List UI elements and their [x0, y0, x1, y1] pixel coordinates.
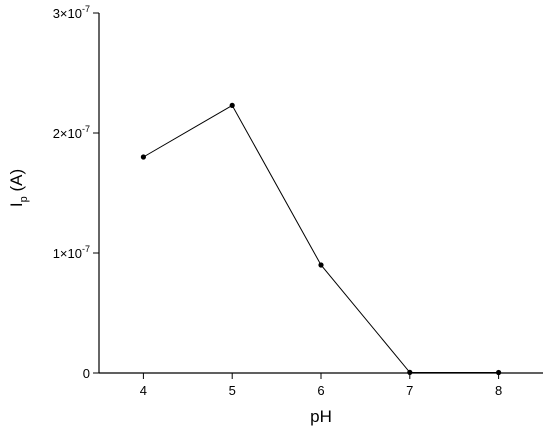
y-axis-title-unit: (A)	[7, 169, 26, 192]
series-0-line	[143, 104, 499, 374]
data-point-0-0	[140, 154, 146, 160]
x-axis-title: pH	[310, 407, 332, 426]
x-tick-label-3: 7	[406, 383, 413, 398]
x-tick-label-0: 4	[140, 383, 147, 398]
y-tick-label-2: 2×10-7	[53, 124, 90, 141]
data-point-0-1	[229, 102, 235, 108]
y-axis-title-subscript: p	[18, 196, 30, 202]
x-tick-label-2: 6	[317, 383, 324, 398]
axes: 4 5 6 7 8 0 1×10-7 2×10-7 3×10-7	[53, 4, 543, 398]
y-axis-title: Ip (A)	[7, 169, 30, 207]
x-tick-label-1: 5	[229, 383, 236, 398]
plot-area	[140, 102, 502, 376]
x-tick-label-4: 8	[495, 383, 502, 398]
data-point-0-3	[407, 369, 413, 375]
data-point-0-4	[496, 369, 502, 376]
y-tick-label-3: 3×10-7	[53, 4, 90, 21]
data-point-0-2	[318, 262, 324, 268]
y-tick-label-1: 1×10-7	[53, 244, 90, 261]
y-tick-label-0: 0	[83, 366, 90, 381]
y-axis-title-main: I	[7, 202, 26, 207]
